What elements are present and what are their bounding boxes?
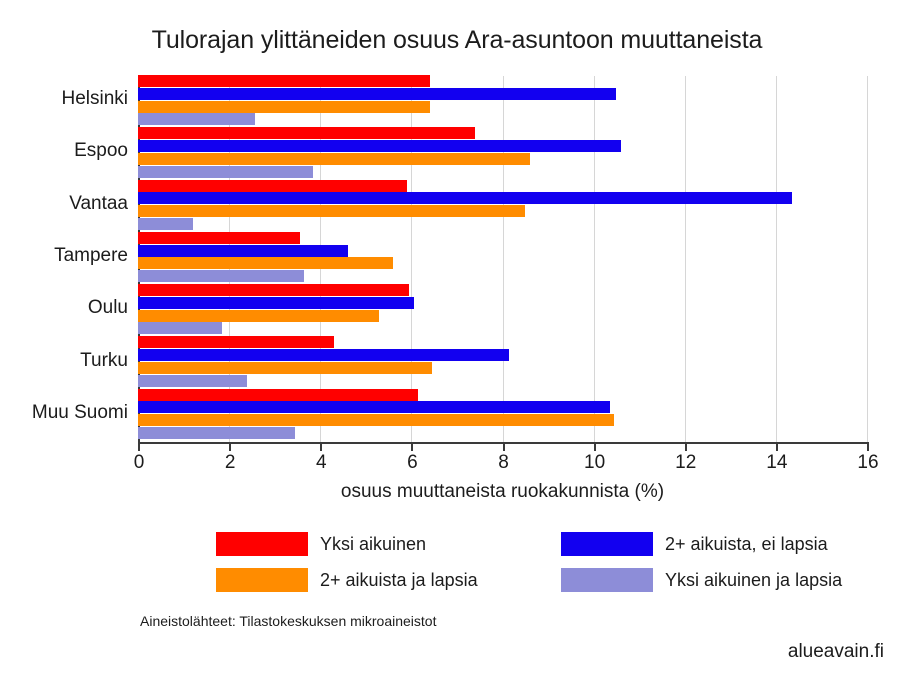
bar-group — [138, 388, 867, 440]
bar — [138, 401, 610, 414]
bar — [138, 349, 510, 362]
bar — [138, 165, 314, 178]
legend-label: 2+ aikuista ja lapsia — [320, 570, 478, 590]
gridline — [502, 76, 504, 442]
bar — [138, 192, 792, 205]
bar — [138, 309, 380, 322]
chart-legend: Yksi aikuinen 2+ aikuista, ei lapsia 2+ ai… — [216, 531, 842, 593]
x-tick — [320, 442, 323, 451]
bar — [138, 414, 615, 427]
x-tick-label: 16 — [857, 452, 879, 473]
bar — [138, 284, 410, 297]
bar — [138, 257, 394, 270]
bar — [138, 388, 419, 401]
plot-area — [138, 74, 868, 442]
bar — [138, 87, 617, 100]
bar — [138, 322, 223, 335]
bar — [138, 296, 414, 309]
x-tick-label: 0 — [133, 452, 145, 473]
bar — [138, 217, 193, 230]
bar — [138, 205, 526, 218]
bar — [138, 231, 300, 244]
y-axis-label: Turku — [80, 349, 128, 371]
bar — [138, 374, 248, 387]
legend-swatch — [216, 532, 308, 556]
legend-label: Yksi aikuinen ja lapsia — [665, 570, 843, 590]
x-tick-label: 6 — [407, 452, 418, 473]
bar — [138, 127, 476, 140]
bar — [138, 361, 432, 374]
legend-label: 2+ aikuista, ei lapsia — [665, 534, 828, 554]
x-tick — [775, 442, 778, 451]
bar-group — [138, 179, 867, 230]
x-tick-label: 10 — [584, 452, 606, 473]
y-axis-label: Vantaa — [69, 192, 128, 214]
bar — [138, 179, 407, 192]
x-tick-label: 8 — [498, 452, 509, 473]
y-axis-label: Muu Suomi — [31, 401, 128, 423]
x-tick — [411, 442, 414, 451]
bar — [138, 100, 430, 113]
chart-title: Tulorajan ylittäneiden osuus Ara-asuntoo… — [151, 26, 763, 54]
x-axis-title: osuus muuttaneista ruokakunnista (%) — [340, 481, 665, 502]
bar — [138, 270, 305, 283]
bar-group — [138, 231, 867, 283]
gridline — [684, 76, 686, 442]
y-axis-labels: Helsinki Espoo Vantaa Tampere Oulu Turku Muu S… — [0, 76, 128, 442]
x-tick-label: 12 — [675, 452, 697, 473]
site-credit: alueavain.fi — [787, 641, 884, 662]
x-tick — [593, 442, 596, 451]
bar — [138, 244, 348, 257]
bar — [138, 427, 296, 440]
source-note: Aineistolähteet: Tilastokeskuksen mikroa… — [140, 613, 437, 629]
y-axis-label: Oulu — [87, 297, 128, 319]
bar-group — [138, 74, 867, 126]
bar — [138, 152, 530, 165]
y-axis-label: Espoo — [74, 140, 128, 162]
bar-group — [138, 284, 867, 335]
legend-label: Yksi aikuinen — [320, 534, 427, 554]
legend-swatch — [561, 532, 653, 556]
bar — [138, 336, 334, 349]
x-tick — [867, 442, 869, 451]
gridline — [593, 76, 595, 442]
legend-swatch — [561, 568, 653, 592]
gridline — [775, 76, 777, 442]
gridline — [411, 76, 413, 442]
bar-group — [138, 336, 867, 387]
bar — [138, 74, 430, 87]
x-tick — [138, 442, 140, 451]
x-tick-label: 14 — [766, 452, 788, 473]
bar — [138, 140, 621, 153]
x-tick — [684, 442, 687, 451]
gridline — [867, 76, 868, 442]
y-axis-label: Tampere — [54, 245, 128, 266]
x-tick-label: 2 — [224, 452, 236, 473]
x-tick — [229, 442, 232, 451]
x-tick-label: 4 — [315, 452, 327, 473]
x-tick — [502, 442, 505, 451]
bar-group — [138, 127, 867, 178]
bar — [138, 113, 255, 126]
legend-swatch — [216, 568, 308, 592]
y-axis-label: Helsinki — [61, 88, 128, 110]
